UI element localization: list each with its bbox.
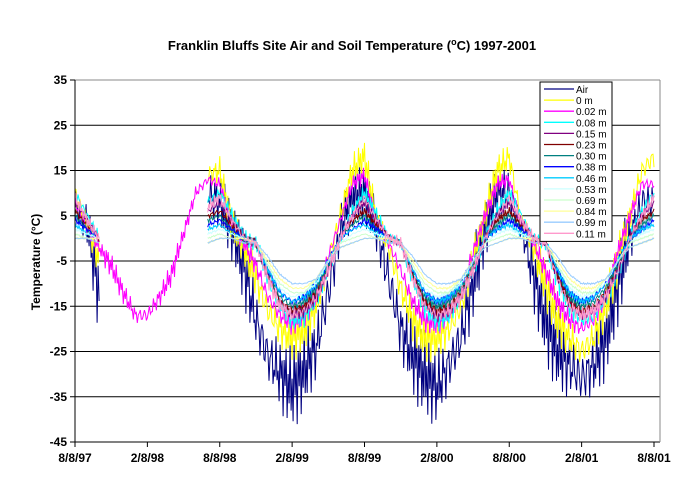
chart-title: Franklin Bluffs Site Air and Soil Temper…	[168, 37, 536, 53]
y-tick-label: 5	[60, 209, 67, 223]
y-tick-label: -35	[50, 390, 68, 404]
legend-label: 0.30 m	[576, 152, 607, 163]
legend-label: 0.15 m	[576, 129, 607, 140]
series-line-0-99-m	[74, 236, 655, 286]
legend-label: 0.38 m	[576, 163, 607, 174]
axes: 35 25 15 5 -5 -15 -25 -35 -45 8/8/97 2/8/98 8/8/98 2…	[50, 73, 671, 465]
chart-title-text: Franklin Bluffs Site Air and Soil Temper…	[168, 38, 452, 53]
legend-label: 0.11 m	[576, 229, 606, 240]
x-tick-label: 8/8/01	[637, 451, 671, 465]
legend-label: 0.99 m	[576, 218, 607, 229]
x-tick-label: 2/8/98	[131, 451, 165, 465]
series-line-0-11-m	[74, 193, 655, 322]
legend-box	[539, 81, 613, 242]
x-tick-label: 2/8/01	[565, 451, 599, 465]
x-tick-label: 8/8/97	[58, 451, 92, 465]
y-tick-label: -5	[56, 254, 67, 268]
legend-label: 0 m	[576, 96, 593, 107]
legend-label: 0.53 m	[576, 185, 607, 196]
x-tick-label: 2/8/00	[420, 451, 454, 465]
degree-symbol: o	[451, 37, 457, 47]
x-tick-label: 8/8/00	[493, 451, 527, 465]
y-tick-label: 15	[54, 164, 68, 178]
series-line-0-53-m	[74, 227, 655, 300]
x-tick-label: 8/8/99	[348, 451, 382, 465]
legend-label: 0.02 m	[576, 107, 607, 118]
series-line-0-02-m	[74, 167, 655, 335]
y-tick-label: -25	[50, 345, 68, 359]
y-axis-label: Temperature (°C)	[29, 214, 43, 311]
y-tick-label: 25	[54, 118, 68, 132]
legend-label: Air	[576, 85, 589, 96]
y-tick-label: -15	[50, 299, 68, 313]
y-tick-label: 35	[54, 73, 68, 87]
legend-label: 0.84 m	[576, 207, 607, 218]
y-tick-label: -45	[50, 435, 68, 449]
x-tick-label: 2/8/99	[275, 451, 309, 465]
legend-label: 0.69 m	[576, 196, 607, 207]
chart-title-text: C) 1997-2001	[457, 38, 537, 53]
legend-label: 0.46 m	[576, 174, 607, 185]
series-lines	[74, 142, 655, 425]
legend-label: 0.08 m	[576, 118, 607, 129]
x-tick-label: 8/8/98	[203, 451, 237, 465]
legend-label: 0.23 m	[576, 141, 607, 152]
series-line-0-m	[74, 142, 655, 363]
